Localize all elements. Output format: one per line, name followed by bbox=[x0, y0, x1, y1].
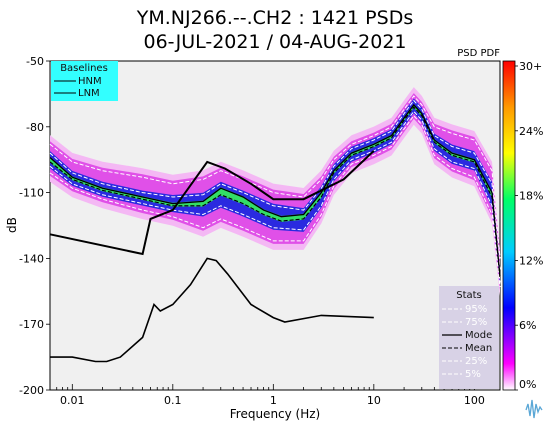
series-25pct-line bbox=[49, 110, 501, 283]
legend-95-label: 95% bbox=[465, 304, 487, 315]
y-tick-label: -170 bbox=[19, 318, 44, 331]
x-tick-label: 10 bbox=[367, 394, 381, 407]
series-75pct-line bbox=[49, 99, 501, 270]
y-axis-label: dB bbox=[5, 217, 19, 233]
baselines-legend: Baselines HNM LNM bbox=[51, 61, 118, 101]
pdf-band-core bbox=[50, 98, 500, 285]
colorbar-tick-label: 0% bbox=[519, 378, 536, 391]
series-mode-line bbox=[49, 103, 501, 276]
y-tick-label: -50 bbox=[26, 55, 44, 68]
x-axis-label: Frequency (Hz) bbox=[230, 407, 321, 421]
y-tick-label: -200 bbox=[19, 384, 44, 397]
legend-25-label: 25% bbox=[465, 356, 487, 367]
y-tick-label: -110 bbox=[19, 187, 44, 200]
logo-icon bbox=[524, 396, 546, 422]
series-mean-line bbox=[49, 106, 501, 279]
series-lnm-line bbox=[50, 257, 374, 363]
colorbar-tick-label: 18% bbox=[519, 190, 543, 203]
x-tick-label: 1 bbox=[270, 394, 277, 407]
curves-group bbox=[49, 95, 501, 363]
colorbar-tick-label: 30+ bbox=[519, 60, 542, 73]
colorbar-tick-label: 24% bbox=[519, 125, 543, 138]
legend-mean-label: Mean bbox=[465, 343, 492, 354]
colorbar-ticks: 30+ 24% 18% 12% 6% 0% bbox=[515, 60, 543, 391]
x-axis-ticks: 0.01 0.1 1 10 100 bbox=[49, 384, 485, 407]
colorbar-tick-label: 6% bbox=[519, 319, 536, 332]
y-tick-label: -140 bbox=[19, 252, 44, 265]
series-hnm-line bbox=[49, 150, 375, 256]
colorbar bbox=[502, 60, 516, 391]
stats-legend: Stats 95% 75% Mode Mean 25% 5% bbox=[439, 286, 499, 389]
y-tick-label: -80 bbox=[26, 121, 44, 134]
x-tick-label: 0.1 bbox=[164, 394, 182, 407]
legend-5-label: 5% bbox=[465, 369, 481, 380]
legend-75-label: 75% bbox=[465, 317, 487, 328]
chart-subtitle: 06-JUL-2021 / 04-AUG-2021 bbox=[144, 31, 407, 53]
x-tick-label: 100 bbox=[464, 394, 485, 407]
x-tick-label: 0.01 bbox=[60, 394, 85, 407]
legend-mode-label: Mode bbox=[465, 330, 492, 341]
chart-title: YM.NJ266.--.CH2 : 1421 PSDs bbox=[136, 7, 413, 29]
legend-lnm-label: LNM bbox=[78, 88, 100, 99]
colorbar-title: PSD PDF bbox=[457, 48, 500, 59]
series-95pct-line bbox=[49, 95, 501, 259]
legend-hnm-label: HNM bbox=[78, 76, 102, 87]
stats-legend-box bbox=[439, 286, 499, 389]
colorbar-tick-label: 12% bbox=[519, 254, 543, 267]
baselines-legend-title: Baselines bbox=[60, 63, 108, 74]
stats-legend-title: Stats bbox=[456, 290, 482, 301]
y-axis-ticks: -50 -80 -110 -140 -170 -200 bbox=[19, 55, 50, 397]
